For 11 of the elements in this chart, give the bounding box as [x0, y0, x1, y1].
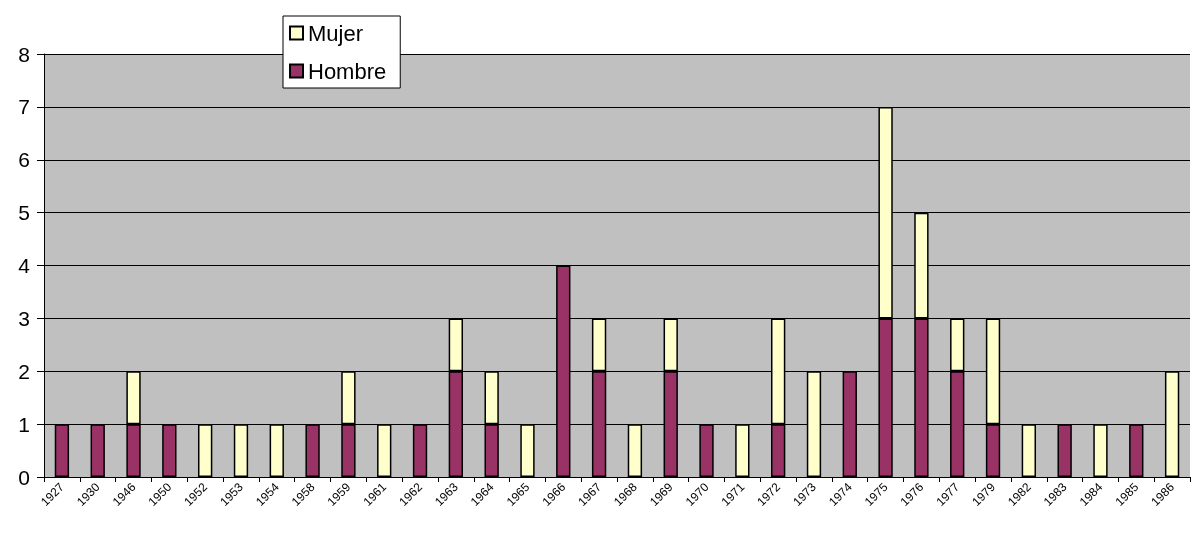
- y-tick-label: 3: [18, 306, 30, 330]
- y-tick-label: 1: [18, 412, 30, 436]
- y-tick-label: 8: [18, 42, 30, 66]
- y-tick-label: 7: [18, 95, 30, 119]
- y-tick-label: 5: [18, 201, 30, 225]
- y-tick-label: 6: [18, 148, 30, 172]
- legend-label: Hombre: [308, 58, 387, 84]
- y-tick-label: 0: [18, 465, 30, 489]
- y-tick-label: 2: [18, 359, 30, 383]
- y-tick-label: 4: [18, 254, 31, 277]
- legend-label: Mujer: [308, 20, 364, 46]
